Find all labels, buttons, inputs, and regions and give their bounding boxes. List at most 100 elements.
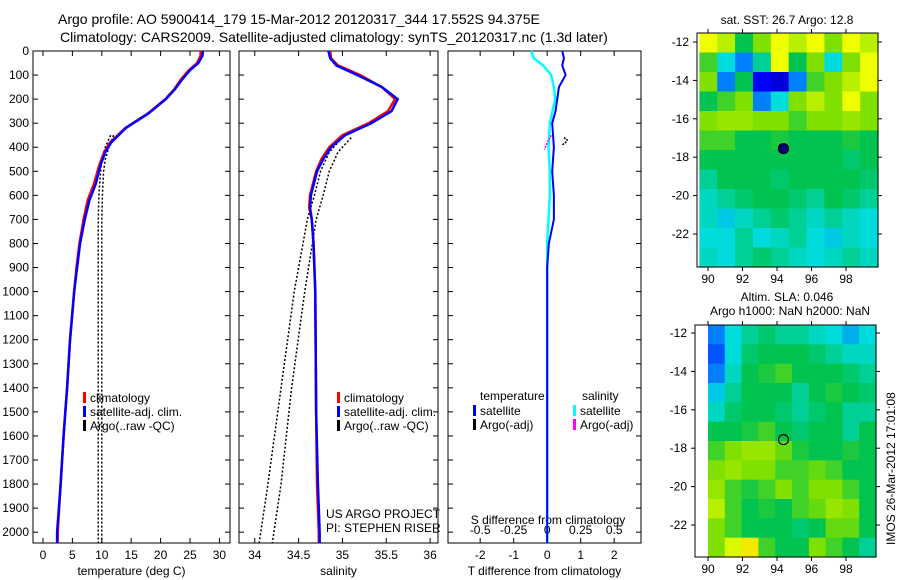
heatmap-cell	[708, 460, 726, 481]
legend-swatch	[573, 419, 576, 430]
heatmap-cell	[752, 52, 772, 73]
heatmap-cell	[699, 208, 718, 229]
heatmap-cell	[860, 52, 879, 73]
depth-tick-label: 2000	[2, 525, 29, 539]
heatmap-cell	[775, 479, 793, 500]
heatmap-cell	[735, 130, 754, 151]
legend-swatch	[337, 406, 340, 417]
depth-tick-label: 500	[9, 164, 29, 178]
heatmap-cell	[758, 421, 776, 442]
heatmap-cell	[724, 421, 743, 442]
heatmap-cell	[842, 518, 860, 539]
heatmap-cell	[752, 228, 772, 249]
heatmap-cell	[770, 169, 790, 190]
series-line-argo-raw-qc-a	[97, 134, 112, 543]
heatmap-cell	[699, 247, 718, 268]
heatmap-cell	[859, 325, 877, 345]
heatmap-cell	[758, 460, 776, 481]
depth-tick-label: 1300	[2, 357, 29, 371]
lon-tick-label: 94	[770, 272, 784, 286]
depth-tick-label: 400	[9, 140, 29, 154]
heatmap-cell	[775, 441, 793, 461]
legend-label: satellite-adj. clim.	[344, 405, 436, 419]
heatmap-cell	[788, 130, 808, 151]
heatmap-cell	[735, 208, 754, 229]
heatmap-cell	[824, 247, 843, 268]
heatmap-cell	[842, 189, 861, 210]
heatmap-cell	[842, 421, 860, 442]
lat-tick-label: -16	[670, 403, 688, 417]
heatmap-cell	[770, 72, 790, 93]
depth-tick-label: 1000	[2, 285, 29, 299]
series-line-argo-raw-qc-b	[101, 134, 115, 543]
heatmap-cell	[842, 479, 860, 500]
heatmap-cell	[808, 479, 827, 500]
lat-tick-label: -14	[672, 73, 690, 87]
heatmap-cell	[859, 499, 877, 519]
lon-tick-label: 96	[805, 562, 819, 576]
heatmap-cell	[842, 363, 860, 384]
lon-tick-label: 94	[770, 562, 784, 576]
heatmap-cell	[788, 72, 808, 93]
temperature-panel: 0100200300400500600700800900100011001200…	[2, 44, 231, 578]
sst-map-title: sat. SST: 26.7 Argo: 12.8	[721, 13, 854, 27]
heatmap-cell	[741, 460, 759, 481]
heatmap-cell	[770, 208, 790, 229]
heatmap-cell	[860, 208, 879, 229]
heatmap-cell	[825, 344, 843, 365]
heatmap-cell	[775, 518, 793, 539]
difference-xlabel: T difference from climatology	[468, 564, 622, 578]
legend-swatch	[83, 392, 86, 403]
depth-tick-label: 1400	[2, 381, 29, 395]
heatmap-cell	[708, 344, 726, 365]
heatmap-cell	[806, 111, 826, 132]
heatmap-cell	[699, 169, 718, 190]
heatmap-cell	[842, 383, 860, 403]
heatmap-cell	[775, 537, 793, 558]
heatmap-cell	[808, 499, 827, 519]
heatmap-cell	[735, 150, 754, 171]
heatmap-cell	[806, 52, 826, 73]
heatmap-cell	[860, 111, 879, 132]
difference-panel: -2 -1 0 1 2 T difference from climatology -0.5…	[447, 50, 642, 578]
heatmap-cell	[708, 325, 726, 345]
heatmap-cell	[770, 150, 790, 171]
heatmap-cell	[775, 383, 793, 403]
series-line-t-satellite	[546, 50, 567, 543]
heatmap-cell	[741, 499, 759, 519]
heatmap-cell	[806, 150, 826, 171]
legend-label: satellite-adj. clim.	[90, 405, 182, 419]
heatmap-cell	[758, 479, 776, 500]
heatmap-cell	[860, 189, 879, 210]
heatmap-cell	[824, 52, 843, 73]
figure-title-line2: Climatology: CARS2009. Satellite-adjuste…	[60, 29, 608, 45]
heatmap-cell	[775, 499, 793, 519]
heatmap-cell	[735, 33, 754, 54]
s-diff-tick-label: 0.25	[569, 523, 593, 537]
heatmap-cell	[792, 518, 810, 539]
heatmap-cell	[724, 402, 743, 423]
depth-tick-label: 1700	[2, 453, 29, 467]
heatmap-cell	[792, 421, 810, 442]
heatmap-cell	[708, 421, 726, 442]
legend-swatch	[473, 419, 476, 430]
heatmap-cell	[699, 189, 718, 210]
x-tick-label: -1	[508, 548, 519, 562]
heatmap-cell	[808, 325, 827, 345]
heatmap-cell	[770, 189, 790, 210]
footer-stamp: IMOS 26-Mar-2012 17:01:08	[884, 392, 898, 545]
s-diff-tick-label: -0.25	[500, 523, 528, 537]
lon-tick-label: 92	[736, 272, 750, 286]
heatmap-cell	[752, 91, 772, 112]
heatmap-cell	[770, 111, 790, 132]
heatmap-cell	[699, 72, 718, 93]
heatmap-cell	[741, 383, 759, 403]
heatmap-cell	[741, 344, 759, 365]
lon-tick-label: 96	[805, 272, 819, 286]
heatmap-cell	[699, 228, 718, 249]
heatmap-cell	[788, 169, 808, 190]
x-tick-label: 1	[577, 548, 584, 562]
x-tick-label: 34	[248, 548, 262, 562]
heatmap-cell	[788, 52, 808, 73]
